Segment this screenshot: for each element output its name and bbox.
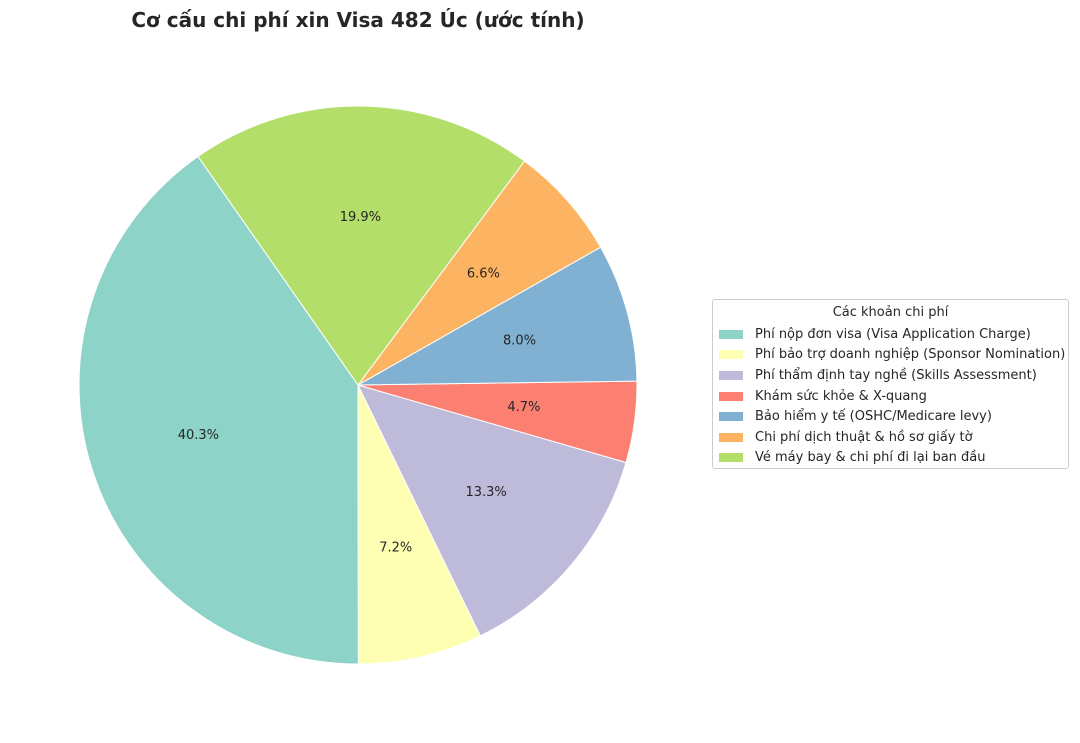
legend-title: Các khoản chi phí [832,305,949,320]
pie-slice-3 [357,384,627,637]
legend-swatch [719,432,743,442]
legend-swatch [719,370,743,380]
pie-slice-7 [197,105,526,386]
pie-pct-label-7: 19.9% [340,210,381,225]
legend-item-2: Phí bảo trợ doanh nghiệp (Sponsor Nomina… [719,345,1066,366]
pie-slice-5 [357,246,638,386]
legend-label: Khám sức khỏe & X-quang [755,388,927,404]
legend-item-4: Khám sức khỏe & X-quang [719,386,1062,407]
pie-slice-6 [357,160,602,386]
pie-pct-label-4: 4.7% [507,400,540,415]
legend-label: Phí nộp đơn visa (Visa Application Charg… [755,326,1031,342]
pie-pct-label-6: 6.6% [467,267,500,282]
legend-swatch [719,453,743,463]
legend-label: Bảo hiểm y tế (OSHC/Medicare levy) [755,409,992,425]
legend-swatch [719,412,743,422]
pie-percentage-labels: 40.3% 7.2% 13.3% 4.7% 8.0% 6.6% 19.9% [178,210,541,555]
legend-label: Vé máy bay & chi phí đi lại ban đầu [755,450,986,466]
pie-pct-label-5: 8.0% [503,334,536,349]
pie-pct-label-2: 7.2% [379,541,412,556]
legend: Các khoản chi phí Phí nộp đơn visa (Visa… [712,299,1069,469]
legend-swatch [719,391,743,401]
legend-items: Phí nộp đơn visa (Visa Application Charg… [719,324,1066,469]
chart-title: Cơ cấu chi phí xin Visa 482 Úc (ước tính… [131,8,585,32]
legend-label: Chi phí dịch thuật & hồ sơ giấy tờ [755,429,973,445]
legend-swatch [719,329,743,339]
legend-item-6: Chi phí dịch thuật & hồ sơ giấy tờ [719,427,1062,448]
pie-slices [78,105,638,665]
pie-pct-label-3: 13.3% [465,485,506,500]
legend-item-3: Phí thẩm định tay nghề (Skills Assessmen… [719,365,1062,386]
legend-swatch [719,350,743,360]
legend-item-5: Bảo hiểm y tế (OSHC/Medicare levy) [719,406,1062,427]
legend-item-7: Vé máy bay & chi phí đi lại ban đầu [719,448,1062,469]
legend-label: Phí thẩm định tay nghề (Skills Assessmen… [755,367,1037,383]
pie-pct-label-1: 40.3% [178,428,219,443]
legend-label: Phí bảo trợ doanh nghiệp (Sponsor Nomina… [755,347,1066,363]
pie-chart: 40.3% 7.2% 13.3% 4.7% 8.0% 6.6% 19.9% [78,105,638,665]
pie-slice-2 [357,384,481,665]
pie-slice-1 [78,155,359,665]
legend-item-1: Phí nộp đơn visa (Visa Application Charg… [719,324,1062,345]
